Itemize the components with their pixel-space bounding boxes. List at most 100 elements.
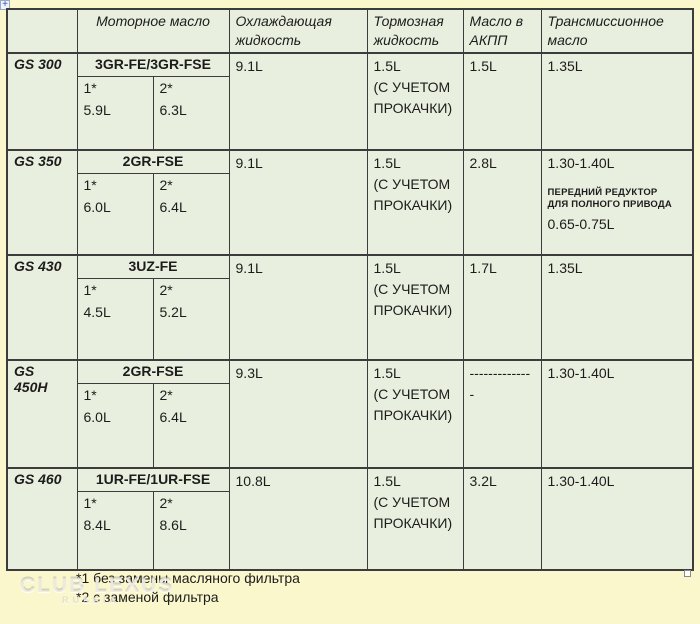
oil-capacity-1-label: 1* (83, 79, 97, 96)
oil-capacity-2-label: 2* (159, 494, 173, 511)
coolant-cell: 10.8L (228, 467, 368, 571)
engine-cell: 3GR-FE/3GR-FSE (76, 52, 230, 77)
transmission-cell: 1.30-1.40L ПЕРЕДНИЙ РЕДУКТОР ДЛЯ ПОЛНОГО… (540, 149, 694, 256)
brake-fluid-cell: 1.5L (С УЧЕТОМ ПРОКАЧКИ) (366, 467, 464, 571)
footnotes: *1 без замены масляного фильтра *2 с зам… (76, 569, 300, 606)
oil-capacity-1-label: 1* (83, 386, 97, 403)
oil-capacity-1-label: 1* (83, 176, 97, 193)
oil-capacity-1-cell: 1* 8.4L (76, 490, 154, 571)
oil-capacity-2-label: 2* (159, 281, 173, 298)
engine-cell: 3UZ-FE (76, 254, 230, 279)
brake-fluid-cell: 1.5L (С УЧЕТОМ ПРОКАЧКИ) (366, 359, 464, 469)
transmission-note: ПЕРЕДНИЙ РЕДУКТОР ДЛЯ ПОЛНОГО ПРИВОДА (547, 187, 672, 210)
footnote-2: *2 с заменой фильтра (76, 588, 219, 605)
atf-cell: 3.2L (462, 467, 542, 571)
engine-cell: 2GR-FSE (76, 359, 230, 384)
model-cell: GS 300 (6, 52, 78, 151)
coolant-cell: 9.1L (228, 52, 368, 151)
oil-capacity-2-label: 2* (159, 386, 173, 403)
brake-value: 1.5L (373, 155, 401, 171)
coolant-cell: 9.3L (228, 359, 368, 469)
oil-capacity-1-value: 6.0L (83, 408, 111, 425)
oil-capacity-2-value: 6.4L (159, 198, 187, 215)
footnote-1: *1 без замены масляного фильтра (76, 570, 300, 586)
transmission-value: 1.30-1.40L (547, 365, 615, 381)
table-row: 1* 6.0L 2* 6.4L (7, 172, 693, 256)
table-row: 1* 4.5L 2* 5.2L (7, 277, 693, 361)
oil-capacity-2-cell: 2* 6.3L (152, 75, 230, 151)
brake-note: (С УЧЕТОМ ПРОКАЧКИ) (373, 176, 453, 213)
brake-value: 1.5L (373, 260, 401, 276)
transmission-cell: 1.35L (540, 254, 694, 361)
transmission-value: 1.30-1.40L (547, 155, 615, 171)
header-coolant: Охлаждающая жидкость (228, 8, 368, 54)
header-row: Моторное масло Охлаждающая жидкость Торм… (6, 8, 694, 54)
brake-value: 1.5L (373, 58, 401, 74)
oil-capacity-2-cell: 2* 5.2L (152, 277, 230, 361)
brake-fluid-cell: 1.5L (С УЧЕТОМ ПРОКАЧКИ) (366, 52, 464, 151)
oil-capacity-1-value: 6.0L (83, 198, 111, 215)
brake-value: 1.5L (373, 473, 401, 489)
transmission-value: 1.30-1.40L (547, 473, 615, 489)
atf-cell: -------------- (462, 359, 542, 469)
table-row: 1* 8.4L 2* 8.6L (7, 490, 693, 571)
oil-capacity-2-value: 8.6L (159, 516, 187, 533)
transmission-extra-value: 0.65-0.75L (547, 216, 615, 232)
transmission-cell: 1.30-1.40L (540, 359, 694, 469)
atf-cell: 1.7L (462, 254, 542, 361)
transmission-cell: 1.35L (540, 52, 694, 151)
header-brake-fluid: Тормозная жидкость (366, 8, 464, 54)
table-row: 1* 5.9L 2* 6.3L (7, 75, 693, 151)
table-row: GS 450H 2GR-FSE 9.3L 1.5L (С УЧЕТОМ ПРОК… (6, 359, 694, 469)
header-atf: Масло в АКПП (462, 8, 542, 54)
model-cell: GS 460 (6, 467, 78, 571)
transmission-value: 1.35L (547, 58, 583, 74)
oil-capacity-1-label: 1* (83, 494, 97, 511)
brake-fluid-cell: 1.5L (С УЧЕТОМ ПРОКАЧКИ) (366, 149, 464, 256)
model-cell: GS 350 (6, 149, 78, 256)
atf-cell: 2.8L (462, 149, 542, 256)
header-transmission-oil: Трансмиссионное масло (540, 8, 694, 54)
oil-capacity-1-label: 1* (83, 281, 97, 298)
table-row: GS 430 3UZ-FE 9.1L 1.5L (С УЧЕТОМ ПРОКАЧ… (6, 254, 694, 361)
table-resize-handle[interactable] (684, 570, 691, 577)
table-move-handle-icon[interactable]: + (0, 0, 10, 10)
oil-capacity-1-value: 5.9L (83, 101, 111, 118)
oil-capacity-1-cell: 1* 6.0L (76, 172, 154, 256)
brake-note: (С УЧЕТОМ ПРОКАЧКИ) (373, 281, 453, 318)
table-row: GS 460 1UR-FE/1UR-FSE 10.8L 1.5L (С УЧЕТ… (6, 467, 694, 571)
oil-capacity-2-cell: 2* 6.4L (152, 382, 230, 469)
oil-capacity-1-cell: 1* 5.9L (76, 75, 154, 151)
engine-cell: 2GR-FSE (76, 149, 230, 174)
fluid-capacity-table: Моторное масло Охлаждающая жидкость Торм… (6, 8, 695, 571)
oil-capacity-1-cell: 1* 4.5L (76, 277, 154, 361)
oil-capacity-2-value: 6.4L (159, 408, 187, 425)
atf-cell: 1.5L (462, 52, 542, 151)
brake-note: (С УЧЕТОМ ПРОКАЧКИ) (373, 494, 453, 531)
oil-capacity-2-value: 6.3L (159, 101, 187, 118)
brake-note: (С УЧЕТОМ ПРОКАЧКИ) (373, 386, 453, 423)
transmission-cell: 1.30-1.40L (540, 467, 694, 571)
model-cell: GS 430 (6, 254, 78, 361)
header-motor-oil: Моторное масло (76, 8, 230, 54)
table-row: GS 300 3GR-FE/3GR-FSE 9.1L 1.5L (С УЧЕТО… (6, 52, 694, 151)
oil-capacity-2-cell: 2* 8.6L (152, 490, 230, 571)
brake-fluid-cell: 1.5L (С УЧЕТОМ ПРОКАЧКИ) (366, 254, 464, 361)
oil-capacity-2-value: 5.2L (159, 303, 187, 320)
table-row: 1* 6.0L 2* 6.4L (7, 382, 693, 469)
oil-capacity-2-label: 2* (159, 79, 173, 96)
oil-capacity-2-cell: 2* 6.4L (152, 172, 230, 256)
oil-capacity-1-value: 8.4L (83, 516, 111, 533)
oil-capacity-2-label: 2* (159, 176, 173, 193)
coolant-cell: 9.1L (228, 149, 368, 256)
coolant-cell: 9.1L (228, 254, 368, 361)
oil-capacity-1-cell: 1* 6.0L (76, 382, 154, 469)
oil-capacity-1-value: 4.5L (83, 303, 111, 320)
transmission-value: 1.35L (547, 260, 583, 276)
model-cell: GS 450H (6, 359, 78, 469)
table-row: GS 350 2GR-FSE 9.1L 1.5L (С УЧЕТОМ ПРОКА… (6, 149, 694, 256)
brake-note: (С УЧЕТОМ ПРОКАЧКИ) (373, 79, 453, 116)
engine-cell: 1UR-FE/1UR-FSE (76, 467, 230, 492)
brake-value: 1.5L (373, 365, 401, 381)
